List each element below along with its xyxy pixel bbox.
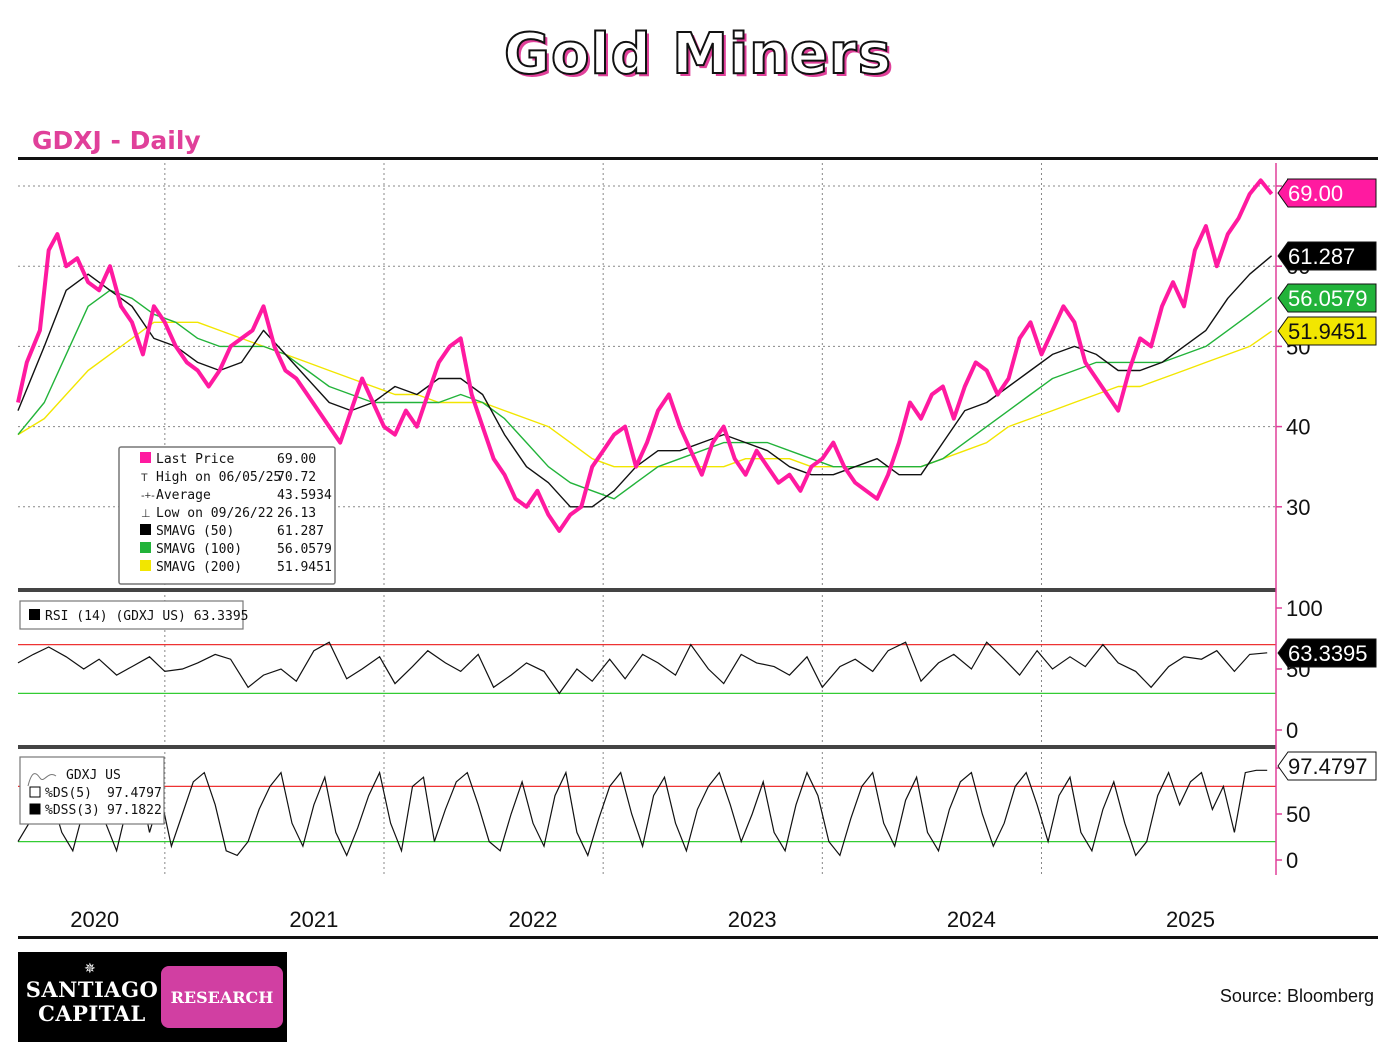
pane-separator — [18, 745, 1276, 749]
legend-value: 43.5934 — [277, 488, 332, 503]
rsi-value-tag-label: 63.3395 — [1288, 641, 1368, 666]
average-icon: -+- — [141, 490, 155, 502]
x-axis: 2020 2021 2022 2023 2024 2025 — [70, 163, 1277, 932]
value-tag-sma50 — [1277, 241, 1377, 271]
stoch-value-tag — [1277, 751, 1377, 781]
legend-swatch-sma200 — [140, 560, 151, 571]
series-line-sma200 — [17, 321, 1272, 468]
legend-value: 69.00 — [277, 452, 316, 467]
research-badge: RESEARCH — [161, 966, 283, 1028]
legend-value: 26.13 — [277, 506, 316, 521]
logo-name: SANTIAGO CAPITAL — [22, 978, 162, 1026]
top-divider — [18, 157, 1378, 160]
rsi-tick-label: 100 — [1286, 596, 1323, 621]
rsi-tick-label: 0 — [1286, 718, 1298, 743]
stoch-legend-value: 97.1822 — [107, 803, 162, 818]
price-tick-label: 40 — [1286, 415, 1310, 440]
x-tick-label: 2025 — [1166, 907, 1215, 932]
legend-swatch-price — [140, 452, 151, 463]
santiago-capital-logo: ✵ SANTIAGO CAPITAL RESEARCH — [18, 952, 287, 1042]
mini-chart-icon — [27, 773, 57, 787]
logo-name-line1: SANTIAGO — [25, 977, 159, 1002]
value-tag-label: 61.287 — [1288, 244, 1355, 269]
pane-separator — [18, 588, 1276, 592]
stochastic-panel: 050100GDXJ US%DS(5)97.4797%DSS(3)97.1822… — [17, 751, 1377, 875]
stoch-tick-label: 0 — [1286, 848, 1298, 873]
legend-value: 61.287 — [277, 524, 324, 539]
legend-label: SMAVG (50) — [156, 524, 234, 539]
legend-box — [118, 446, 336, 585]
legend-swatch-sma100 — [140, 542, 151, 553]
stoch-legend-swatch-black — [29, 803, 41, 815]
stoch-legend-label: %DS(5) — [45, 786, 92, 801]
legend-swatch-sma50 — [140, 524, 151, 535]
x-tick-label: 2022 — [509, 907, 558, 932]
stoch-legend-value: 97.4797 — [107, 786, 162, 801]
high-icon: T — [141, 472, 148, 484]
stoch-legend-box — [19, 756, 165, 825]
legend-value: 70.72 — [277, 470, 316, 485]
legend-value: 51.9451 — [277, 560, 332, 575]
series-line-price — [16, 178, 1274, 533]
legend-label: SMAVG (200) — [156, 560, 242, 575]
legend-label: Last Price — [156, 452, 234, 467]
stoch-value-tag-label: 97.4797 — [1288, 754, 1368, 779]
x-tick-label: 2021 — [289, 907, 338, 932]
low-icon: ⊥ — [141, 508, 151, 520]
legend-label: Low on 09/26/22 — [156, 506, 273, 521]
logo-name-line2: CAPITAL — [38, 1001, 146, 1026]
stoch-legend: GDXJ US %DS(5) 97.4797 %DSS(3) 97.1822 — [19, 756, 165, 825]
value-tag-label: 69.00 — [1288, 181, 1343, 206]
bottom-divider — [18, 936, 1378, 939]
rsi-legend-label: RSI (14) (GDXJ US) 63.3395 — [45, 609, 249, 624]
value-tag-sma200 — [1277, 316, 1377, 346]
source-note: Source: Bloomberg — [1219, 986, 1374, 1006]
legend-label: Average — [156, 488, 211, 503]
shell-icon: ✵ — [84, 960, 96, 976]
page-title: Gold Miners — [503, 21, 892, 88]
x-tick-label: 2023 — [728, 907, 777, 932]
x-tick-label: 2020 — [70, 907, 119, 932]
value-tag-sma100 — [1277, 283, 1377, 313]
value-tag-label: 51.9451 — [1288, 319, 1368, 344]
chart-subtitle: GDXJ - Daily — [32, 126, 201, 155]
legend-value: 56.0579 — [277, 542, 332, 557]
stoch-legend-label: %DSS(3) — [45, 803, 100, 818]
price-panel: 304050607069.0061.28756.057951.9451Last … — [16, 163, 1377, 592]
value-tag-price — [1277, 178, 1377, 208]
rsi-value-tag — [1277, 638, 1377, 668]
stoch-legend-title: GDXJ US — [66, 768, 121, 783]
legend-label: High on 06/05/25 — [156, 470, 281, 485]
series-line-sma50 — [17, 255, 1273, 508]
rsi-line — [17, 641, 1268, 695]
stoch-line — [17, 769, 1268, 858]
legend-label: SMAVG (100) — [156, 542, 242, 557]
stoch-legend-swatch-white — [29, 786, 41, 798]
rsi-legend-box — [19, 600, 244, 630]
x-tick-label: 2024 — [947, 907, 996, 932]
price-tick-label: 30 — [1286, 495, 1310, 520]
value-tag-label: 56.0579 — [1288, 286, 1368, 311]
stoch-tick-label: 50 — [1286, 802, 1310, 827]
rsi-legend-swatch — [29, 609, 40, 620]
